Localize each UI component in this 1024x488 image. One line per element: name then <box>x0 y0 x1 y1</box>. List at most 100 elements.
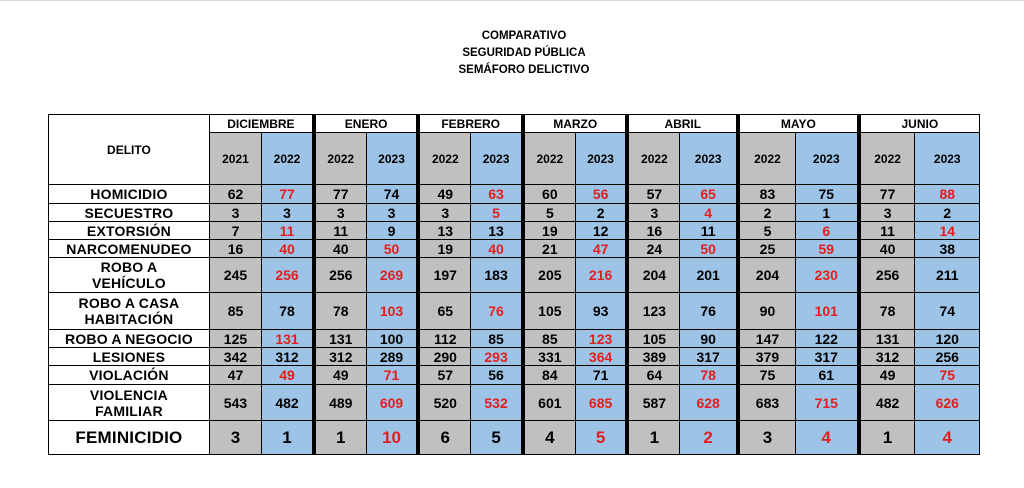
value-cell: 312 <box>856 347 916 366</box>
value-cell: 59 <box>794 239 860 258</box>
value-cell: 100 <box>365 329 419 348</box>
table-row: ROBO A VEHÍCULO 245 256 256 269 197 183 205 216 20… <box>48 257 980 293</box>
value-cell: 21 <box>520 239 576 258</box>
value-cell: 123 <box>625 292 681 330</box>
value-cell: 626 <box>914 384 980 421</box>
year-header: 2023 <box>914 132 980 185</box>
value-cell: 78 <box>261 292 315 330</box>
month-header-diciembre: DICIEMBRE <box>208 114 315 133</box>
crime-label: SECUESTRO <box>48 203 210 222</box>
value-cell: 379 <box>736 347 796 366</box>
value-cell: 77 <box>261 184 315 204</box>
value-cell: 685 <box>574 384 628 421</box>
value-cell: 75 <box>914 365 980 385</box>
crime-label: FEMINICIDIO <box>48 420 210 455</box>
year-header: 2023 <box>679 132 739 185</box>
value-cell: 49 <box>416 184 472 204</box>
year-header: 2022 <box>856 132 916 185</box>
value-cell: 78 <box>856 292 916 330</box>
value-cell: 131 <box>261 329 315 348</box>
value-cell: 131 <box>856 329 916 348</box>
table-row: VIOLACIÓN 47 49 49 71 57 56 84 71 64 78 75 61 49 75 <box>48 365 980 385</box>
value-cell: 5 <box>574 420 628 455</box>
value-cell: 78 <box>311 292 367 330</box>
value-cell: 57 <box>416 365 472 385</box>
value-cell: 62 <box>208 184 263 204</box>
value-cell: 5 <box>520 203 576 222</box>
value-cell: 76 <box>679 292 739 330</box>
value-cell: 543 <box>208 384 263 421</box>
crime-label-line: FAMILIAR <box>95 402 163 419</box>
year-header: 2021 <box>208 132 263 185</box>
value-cell: 14 <box>914 221 980 240</box>
value-cell: 40 <box>311 239 367 258</box>
value-cell: 6 <box>794 221 860 240</box>
value-cell: 74 <box>365 184 419 204</box>
value-cell: 715 <box>794 384 860 421</box>
value-cell: 24 <box>625 239 681 258</box>
value-cell: 57 <box>625 184 681 204</box>
crime-label: VIOLENCIA FAMILIAR <box>48 384 210 421</box>
value-cell: 83 <box>736 184 796 204</box>
month-header-marzo: MARZO <box>520 114 628 133</box>
value-cell: 587 <box>625 384 681 421</box>
value-cell: 269 <box>365 257 419 293</box>
title-line-3: SEMÁFORO DELICTIVO <box>458 64 590 76</box>
value-cell: 317 <box>679 347 739 366</box>
value-cell: 9 <box>365 221 419 240</box>
value-cell: 609 <box>365 384 419 421</box>
value-cell: 105 <box>520 292 576 330</box>
value-cell: 112 <box>416 329 472 348</box>
value-cell: 63 <box>470 184 524 204</box>
table-row: ROBO A CASA HABITACIÓN 85 78 78 103 65 76 105 93 1… <box>48 292 980 330</box>
value-cell: 532 <box>470 384 524 421</box>
value-cell: 49 <box>261 365 315 385</box>
year-header: 2023 <box>470 132 524 185</box>
crime-comparison-table: DELITO DICIEMBRE ENERO FEBRERO MARZO ABRIL MA… <box>48 114 980 455</box>
year-header: 2023 <box>574 132 628 185</box>
value-cell: 289 <box>365 347 419 366</box>
year-header: 2022 <box>311 132 367 185</box>
crime-label: ROBO A NEGOCIO <box>48 329 210 348</box>
value-cell: 49 <box>311 365 367 385</box>
value-cell: 77 <box>311 184 367 204</box>
year-header: 2022 <box>520 132 576 185</box>
value-cell: 85 <box>470 329 524 348</box>
value-cell: 628 <box>679 384 739 421</box>
value-cell: 7 <box>208 221 263 240</box>
value-cell: 61 <box>794 365 860 385</box>
value-cell: 90 <box>679 329 739 348</box>
month-header-enero: ENERO <box>311 114 419 133</box>
value-cell: 47 <box>208 365 263 385</box>
value-cell: 5 <box>470 203 524 222</box>
value-cell: 11 <box>261 221 315 240</box>
value-cell: 256 <box>261 257 315 293</box>
crime-label: ROBO A VEHÍCULO <box>48 257 210 293</box>
year-header: 2022 <box>261 132 315 185</box>
value-cell: 56 <box>470 365 524 385</box>
value-cell: 3 <box>365 203 419 222</box>
value-cell: 11 <box>679 221 739 240</box>
value-cell: 85 <box>520 329 576 348</box>
year-header: 2023 <box>365 132 419 185</box>
value-cell: 201 <box>679 257 739 293</box>
value-cell: 3 <box>208 203 263 222</box>
value-cell: 16 <box>208 239 263 258</box>
value-cell: 245 <box>208 257 263 293</box>
value-cell: 4 <box>679 203 739 222</box>
value-cell: 3 <box>311 203 367 222</box>
value-cell: 125 <box>208 329 263 348</box>
value-cell: 49 <box>856 365 916 385</box>
value-cell: 1 <box>311 420 367 455</box>
value-cell: 103 <box>365 292 419 330</box>
value-cell: 211 <box>914 257 980 293</box>
value-cell: 216 <box>574 257 628 293</box>
table-row: NARCOMENUDEO 16 40 40 50 19 40 21 47 24 50 25 59 40 38 <box>48 239 980 258</box>
crime-label: EXTORSIÓN <box>48 221 210 240</box>
crime-label-line: ROBO A CASA <box>78 295 180 311</box>
value-cell: 93 <box>574 292 628 330</box>
value-cell: 3 <box>625 203 681 222</box>
value-cell: 101 <box>794 292 860 330</box>
crime-label-line: HABITACIÓN <box>84 311 174 327</box>
value-cell: 1 <box>856 420 916 455</box>
